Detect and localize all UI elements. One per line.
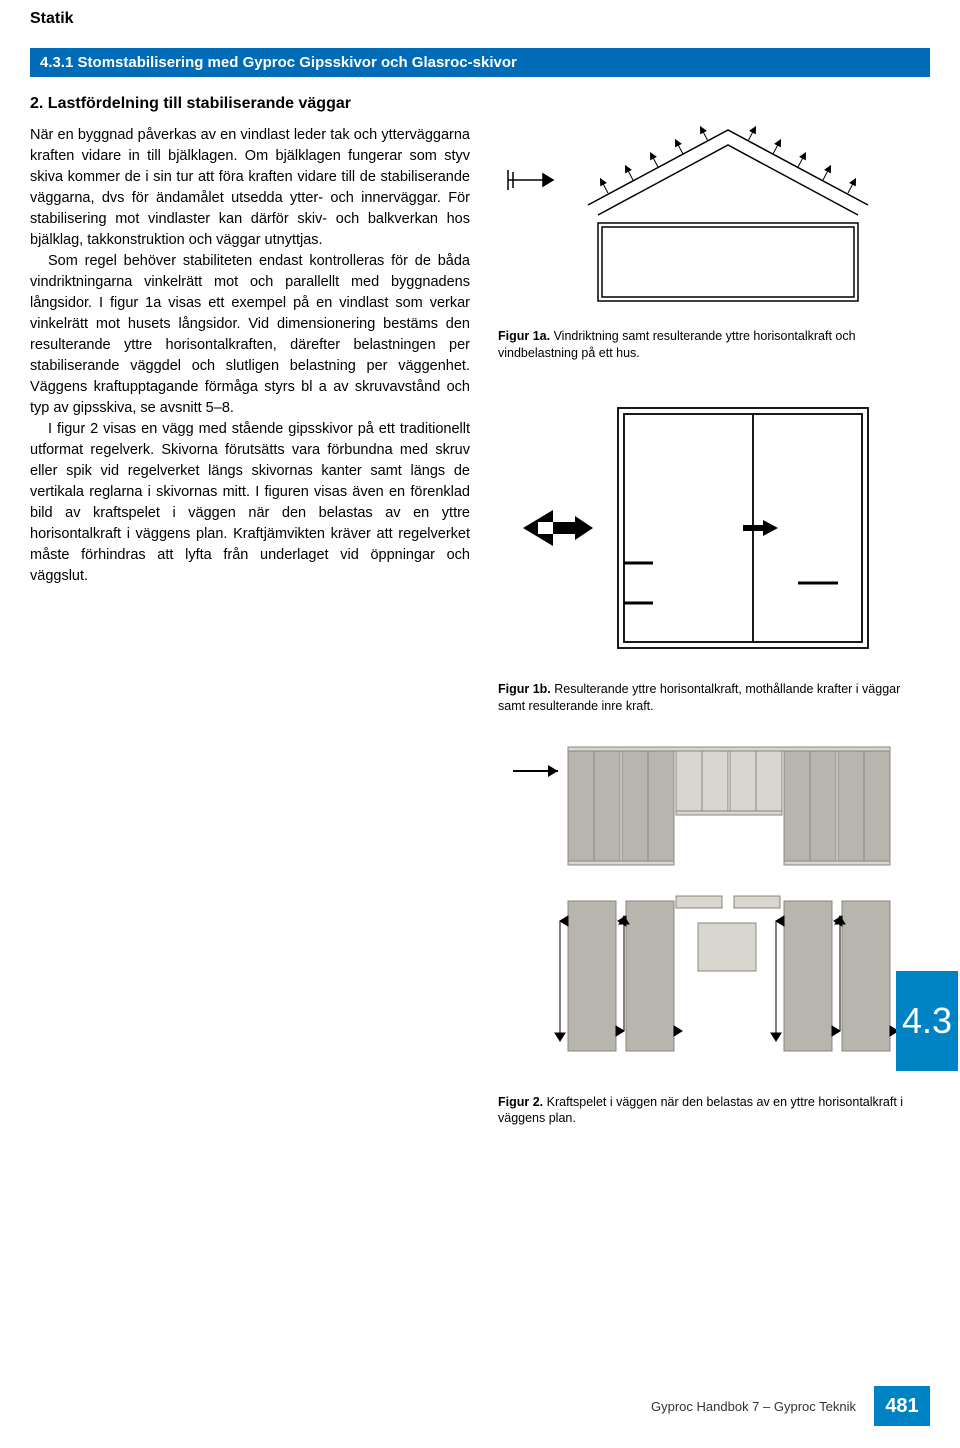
figure-1b-svg — [498, 388, 928, 668]
figure-1a-svg — [498, 125, 928, 315]
body-text: När en byggnad påverkas av en vindlast l… — [30, 125, 470, 587]
page-number: 481 — [874, 1386, 930, 1426]
two-column-layout: När en byggnad påverkas av en vindlast l… — [30, 125, 930, 1153]
figure-2: 4.3 Figur 2. Kraftspelet i väggen när de… — [498, 741, 928, 1128]
figure-1b: Figur 1b. Resulterande yttre horisontalk… — [498, 388, 928, 715]
figure-2-caption: Figur 2. Kraftspelet i väggen när den be… — [498, 1094, 928, 1128]
section-title-bar: 4.3.1 Stomstabilisering med Gyproc Gipss… — [30, 48, 930, 77]
figure-1a-caption-text: Vindriktning samt resulterande yttre hor… — [498, 329, 856, 360]
figure-1a-label: Figur 1a. — [498, 329, 550, 343]
figure-2-svg — [498, 741, 928, 1081]
figures-column: Figur 1a. Vindriktning samt resulterande… — [498, 125, 928, 1153]
figure-1a-caption: Figur 1a. Vindriktning samt resulterande… — [498, 328, 928, 362]
subsection-header: 2. Lastfördelning till stabiliserande vä… — [30, 95, 930, 113]
paragraph-1: När en byggnad påverkas av en vindlast l… — [30, 125, 470, 251]
figure-2-caption-text: Kraftspelet i väggen när den belastas av… — [498, 1095, 903, 1126]
text-column: När en byggnad påverkas av en vindlast l… — [30, 125, 470, 1153]
chapter-header: Statik — [30, 10, 930, 28]
paragraph-2: Som regel behöver stabiliteten endast ko… — [30, 251, 470, 419]
paragraph-3: I figur 2 visas en vägg med stående gips… — [30, 419, 470, 587]
figure-2-label: Figur 2. — [498, 1095, 543, 1109]
figure-1b-caption-text: Resulterande yttre horisontalkraft, moth… — [498, 682, 900, 713]
page-footer: Gyproc Handbok 7 – Gyproc Teknik 481 — [651, 1386, 930, 1426]
figure-1a: Figur 1a. Vindriktning samt resulterande… — [498, 125, 928, 362]
figure-1b-caption: Figur 1b. Resulterande yttre horisontalk… — [498, 681, 928, 715]
section-side-tab: 4.3 — [896, 971, 958, 1071]
footer-text: Gyproc Handbok 7 – Gyproc Teknik — [651, 1399, 856, 1414]
figure-1b-label: Figur 1b. — [498, 682, 551, 696]
